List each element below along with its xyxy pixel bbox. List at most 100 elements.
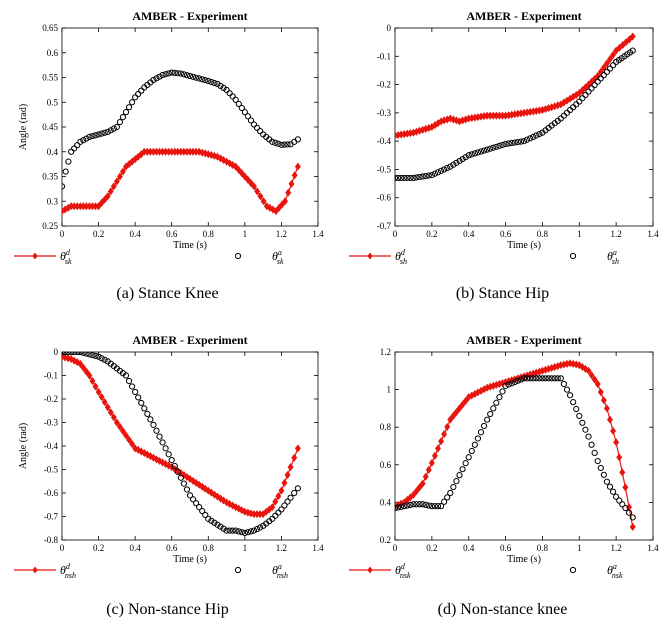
series-actual-point bbox=[113, 123, 120, 131]
x-tick-label: 1.4 bbox=[312, 229, 324, 239]
series-desired-point bbox=[275, 492, 282, 501]
y-tick-label: 0 bbox=[387, 23, 392, 33]
x-tick-label: 0 bbox=[393, 543, 398, 553]
series-desired-point bbox=[456, 404, 463, 413]
series-actual-point bbox=[205, 77, 212, 85]
series-desired-point bbox=[285, 188, 292, 197]
series-actual-point bbox=[116, 118, 124, 126]
x-tick-label: 0.6 bbox=[166, 229, 178, 239]
series-desired-point bbox=[629, 32, 636, 41]
series-actual-point bbox=[235, 528, 242, 535]
x-tick-label: 0.2 bbox=[93, 543, 104, 553]
series-actual-point bbox=[493, 143, 500, 150]
series-actual-point bbox=[250, 121, 258, 128]
series-actual-point bbox=[135, 90, 142, 98]
y-tick-label: -0.6 bbox=[44, 488, 59, 498]
series-actual-point bbox=[428, 171, 435, 179]
series-actual-point bbox=[410, 174, 417, 182]
series-actual-point bbox=[422, 172, 429, 180]
series-actual-point bbox=[588, 85, 595, 92]
chart-nonstance-hip: AMBER - Experiment 0 0.2 0.4 0.6 0.8 1 1.2 1.4 -0… bbox=[14, 333, 324, 580]
series-desired-point bbox=[92, 382, 99, 391]
series-actual-point bbox=[447, 163, 454, 170]
series-actual-point bbox=[539, 375, 546, 382]
series-actual-point bbox=[110, 125, 117, 132]
series-actual-point bbox=[603, 478, 611, 485]
x-tick-label: 0.4 bbox=[130, 543, 142, 553]
series-actual-point bbox=[71, 352, 78, 356]
series-actual-point bbox=[138, 87, 145, 94]
series-actual-point bbox=[480, 422, 488, 430]
series-desired-point bbox=[607, 55, 613, 64]
y-tick-label: -0.6 bbox=[377, 193, 392, 203]
series-actual-point bbox=[235, 100, 242, 108]
series-actual-point bbox=[471, 441, 478, 448]
x-tick-label: 1.4 bbox=[647, 543, 659, 553]
series-desired-point bbox=[629, 522, 636, 531]
series-actual-point bbox=[428, 503, 435, 510]
series-desired-point bbox=[413, 487, 420, 496]
series-actual-point bbox=[247, 528, 255, 535]
series-desired-point bbox=[435, 444, 441, 453]
series-desired-point bbox=[86, 371, 93, 380]
series-actual-point bbox=[275, 140, 282, 147]
series-actual-point bbox=[80, 137, 87, 144]
series-actual-point bbox=[156, 73, 163, 80]
series-actual-point bbox=[591, 81, 598, 89]
series-actual-point bbox=[533, 375, 540, 382]
series-actual-point bbox=[291, 489, 298, 497]
series-desired-point bbox=[591, 375, 598, 384]
chart-title: AMBER - Experiment bbox=[132, 9, 247, 23]
series-actual-point bbox=[232, 527, 239, 534]
y-tick-label: 0 bbox=[54, 347, 59, 357]
series-actual-point bbox=[517, 376, 525, 383]
series-actual-point bbox=[156, 433, 163, 440]
x-axis-label: Time (s) bbox=[507, 240, 541, 251]
y-tick-label: 0.45 bbox=[42, 122, 58, 132]
x-axis-label: Time (s) bbox=[173, 240, 207, 251]
series-actual-point bbox=[278, 141, 285, 148]
series-actual-point bbox=[192, 500, 200, 507]
series-actual-point bbox=[437, 167, 445, 174]
series-desired-point bbox=[610, 426, 617, 435]
series-actual-point bbox=[272, 512, 279, 519]
series-actual-point bbox=[619, 501, 626, 508]
series-actual-point bbox=[600, 72, 607, 79]
series-actual-point bbox=[284, 141, 291, 148]
series-actual-point bbox=[456, 157, 463, 165]
series-actual-point bbox=[407, 174, 414, 182]
series-actual-point bbox=[250, 527, 258, 534]
series-actual-point bbox=[177, 474, 184, 481]
series-actual-point bbox=[459, 155, 466, 163]
series-actual-point bbox=[480, 147, 488, 154]
series-actual-point bbox=[180, 71, 188, 78]
series-actual-point bbox=[398, 503, 405, 510]
series-desired-point bbox=[613, 438, 620, 447]
series-desired-point bbox=[269, 503, 276, 512]
caption-stance-hip: (b) Stance Hip bbox=[455, 285, 550, 302]
series-actual-point bbox=[616, 497, 623, 504]
series-actual-point bbox=[238, 529, 245, 536]
series-actual-point bbox=[573, 405, 580, 413]
series-desired-point bbox=[110, 413, 117, 422]
series-desired-point bbox=[101, 398, 108, 407]
series-actual-point bbox=[622, 504, 629, 512]
legend-actual-label: θa nsk bbox=[607, 562, 623, 580]
y-tick-label: -0.2 bbox=[44, 394, 58, 404]
series-desired-point bbox=[294, 162, 301, 171]
chart-title: AMBER - Experiment bbox=[132, 333, 247, 347]
x-tick-label: 0.2 bbox=[426, 229, 437, 239]
series-desired-line bbox=[62, 356, 299, 515]
legend-actual-marker bbox=[234, 252, 242, 260]
x-tick-label: 0.6 bbox=[500, 229, 512, 239]
y-axis-label: Angle (rad) bbox=[18, 104, 29, 150]
series-actual-point bbox=[517, 138, 525, 145]
series-actual-point bbox=[557, 375, 564, 382]
series-desired-point bbox=[287, 463, 294, 472]
series-desired-point bbox=[104, 192, 111, 201]
legend-actual-marker bbox=[234, 566, 242, 574]
series-actual-point bbox=[62, 352, 66, 356]
series-actual-point bbox=[465, 152, 472, 159]
series-actual-point bbox=[177, 70, 184, 77]
series-actual-point bbox=[462, 154, 469, 161]
